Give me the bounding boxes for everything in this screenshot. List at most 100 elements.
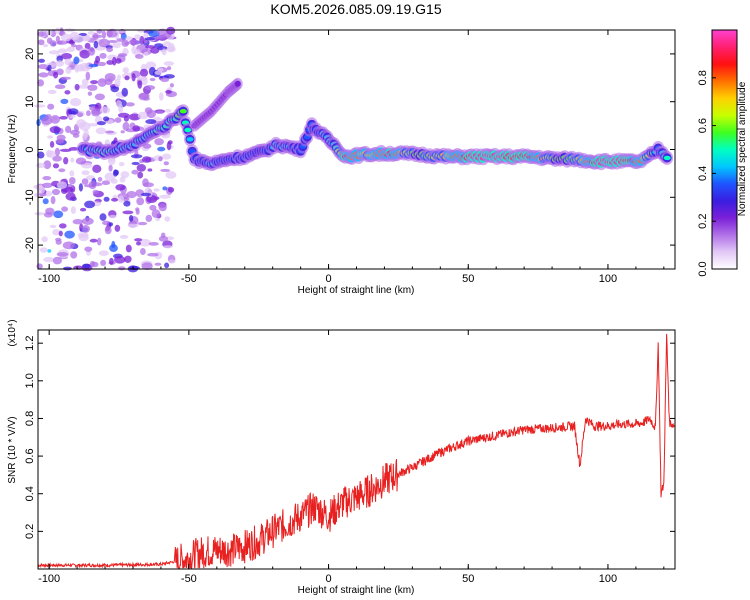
noise-blob	[120, 130, 125, 134]
snr-series-line	[37, 333, 676, 569]
noise-blob	[131, 73, 136, 82]
ridge-core	[663, 155, 671, 161]
noise-blob	[100, 106, 111, 114]
noise-blob	[114, 224, 121, 232]
y-tick-label: -20	[24, 237, 36, 253]
colorbar-tick-label: 0.0	[697, 261, 709, 276]
noise-blob	[54, 84, 66, 89]
noise-blob	[94, 93, 105, 101]
noise-blob	[104, 226, 112, 235]
noise-blob	[135, 209, 140, 215]
noise-blob	[114, 255, 126, 264]
noise-blob	[55, 239, 62, 245]
snr-ylabel: SNR (10 * V/V)	[7, 416, 18, 483]
noise-blob	[139, 239, 151, 247]
noise-blob	[69, 170, 75, 177]
noise-blob	[96, 121, 106, 126]
noise-blob	[43, 160, 52, 170]
noise-blob	[81, 78, 89, 86]
noise-blob	[83, 34, 91, 42]
noise-blob	[47, 64, 52, 72]
noise-blob	[162, 153, 171, 160]
noise-blob	[56, 68, 64, 76]
noise-blob	[141, 192, 152, 197]
noise-blob	[97, 78, 107, 87]
noise-blob	[98, 38, 110, 48]
y-tick-label: 20	[24, 48, 36, 60]
noise-blob	[47, 135, 53, 139]
y-tick-label: -10	[24, 189, 36, 205]
noise-blob	[146, 109, 156, 119]
noise-blob	[164, 262, 170, 269]
noise-blob	[107, 40, 118, 43]
noise-blob	[125, 244, 132, 253]
noise-blob	[155, 217, 161, 222]
noise-blob	[116, 38, 126, 42]
noise-blob	[115, 58, 122, 64]
noise-blob	[141, 262, 153, 270]
noise-blob	[109, 257, 114, 265]
noise-blob	[70, 251, 78, 259]
noise-blob	[100, 259, 107, 266]
y-tick-label: 10	[24, 96, 36, 108]
noise-blob	[132, 125, 140, 132]
noise-blob	[77, 112, 84, 118]
noise-blob	[105, 130, 115, 134]
noise-blob	[55, 27, 61, 35]
noise-blob	[128, 215, 134, 222]
noise-blob	[135, 189, 145, 198]
ridge-core	[186, 137, 194, 142]
noise-blob	[139, 68, 149, 77]
noise-blob	[165, 171, 177, 179]
noise-blob	[92, 164, 102, 173]
noise-blob	[136, 164, 146, 172]
noise-blob	[134, 34, 141, 40]
noise-blob	[65, 66, 72, 74]
noise-blob	[59, 148, 72, 152]
noise-blob	[169, 83, 174, 88]
noise-blob	[167, 187, 175, 193]
noise-blob	[110, 85, 120, 93]
noise-blob	[135, 54, 144, 59]
noise-blob	[106, 60, 114, 65]
y-tick-label: 0	[24, 146, 36, 152]
noise-blob	[153, 188, 160, 192]
noise-blob	[99, 52, 107, 59]
x-tick-label: 50	[462, 273, 474, 285]
noise-blob	[98, 250, 109, 256]
noise-blob	[138, 92, 149, 101]
y-tick-label: 0.2	[24, 524, 36, 539]
noise-blob	[72, 219, 84, 225]
noise-blob	[139, 35, 145, 45]
noise-blob	[69, 129, 80, 136]
noise-blob	[62, 241, 75, 250]
noise-blob	[114, 78, 121, 88]
noise-blob	[142, 178, 149, 187]
noise-blob	[122, 67, 129, 74]
noise-blob	[117, 53, 128, 57]
noise-blob	[60, 98, 69, 104]
noise-blob	[60, 33, 72, 42]
noise-blob	[111, 197, 119, 202]
noise-blob	[92, 189, 99, 195]
noise-blob	[166, 66, 172, 71]
noise-blob	[49, 40, 57, 47]
noise-blob	[148, 66, 156, 76]
noise-blob	[118, 195, 125, 203]
noise-blob	[165, 89, 172, 94]
noise-blob	[131, 169, 139, 175]
noise-blob	[84, 246, 93, 252]
noise-blob	[38, 72, 49, 78]
snr-plot-area	[38, 330, 675, 569]
noise-blob	[60, 76, 71, 80]
noise-blob	[52, 229, 61, 236]
noise-blob	[136, 241, 141, 246]
noise-blob	[147, 252, 159, 257]
noise-blob	[89, 238, 98, 243]
noise-blob	[80, 207, 87, 212]
noise-blob	[134, 238, 143, 242]
x-tick-label: -50	[181, 573, 197, 585]
y-tick-label: 1.0	[24, 373, 36, 388]
noise-blob	[149, 204, 157, 211]
